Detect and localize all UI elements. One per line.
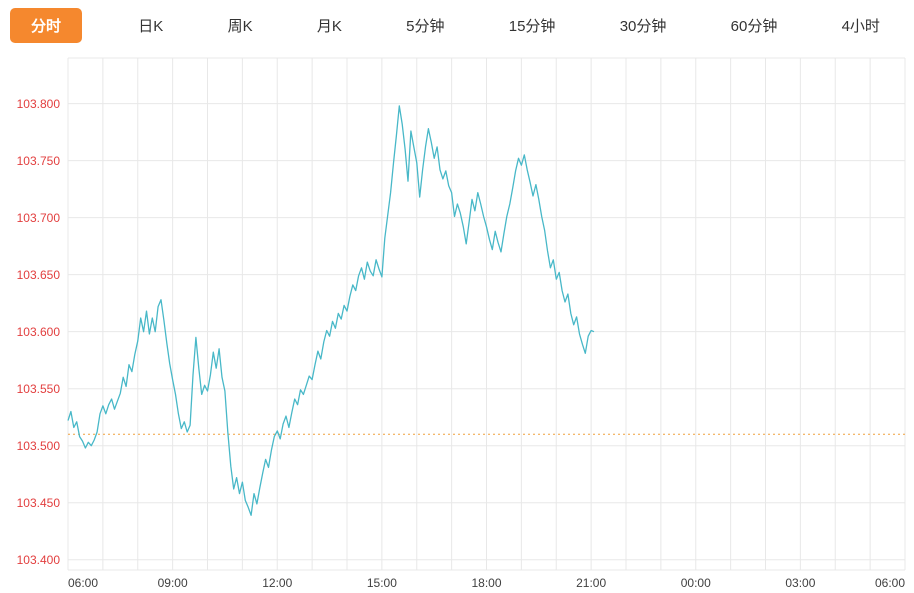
x-axis-label: 03:00 bbox=[785, 576, 816, 590]
x-axis-label: 06:00 bbox=[874, 576, 905, 590]
price-line bbox=[67, 105, 595, 516]
y-axis-label: 103.450 bbox=[16, 495, 60, 510]
x-axis-label: 15:00 bbox=[366, 576, 397, 590]
tab-4hour[interactable]: 4小时 bbox=[841, 17, 880, 35]
tab-minute[interactable]: 分时 bbox=[10, 7, 83, 43]
y-axis-label: 103.700 bbox=[16, 210, 60, 225]
tab-5min[interactable]: 5分钟 bbox=[406, 17, 445, 35]
tab-15min[interactable]: 15分钟 bbox=[508, 17, 556, 35]
tab-monthly-k[interactable]: 月K bbox=[316, 17, 342, 35]
y-axis-label: 103.600 bbox=[16, 324, 60, 339]
tab-bar: 分时 日K 周K 月K 5分钟 15分钟 30分钟 60分钟 4小时 bbox=[0, 0, 914, 50]
chart-plot[interactable] bbox=[0, 50, 914, 593]
x-axis-label: 18:00 bbox=[471, 576, 502, 590]
x-axis-label: 09:00 bbox=[157, 576, 188, 590]
y-axis-label: 103.650 bbox=[16, 267, 60, 282]
y-axis-label: 103.400 bbox=[16, 552, 60, 567]
chart-area: 103.400 103.450 103.500 103.550 103.600 103.6… bbox=[0, 50, 914, 593]
y-axis-label: 103.550 bbox=[16, 381, 60, 396]
y-axis-label: 103.800 bbox=[16, 96, 60, 111]
tab-daily-k[interactable]: 日K bbox=[138, 17, 164, 35]
x-axis-label: 12:00 bbox=[262, 576, 293, 590]
x-axis-label: 21:00 bbox=[576, 576, 607, 590]
tab-weekly-k[interactable]: 周K bbox=[227, 17, 253, 35]
tab-30min[interactable]: 30分钟 bbox=[619, 17, 667, 35]
y-axis-label: 103.500 bbox=[16, 438, 60, 453]
y-axis-label: 103.750 bbox=[16, 153, 60, 168]
x-axis-label: 06:00 bbox=[68, 576, 99, 590]
x-axis-label: 00:00 bbox=[680, 576, 711, 590]
tab-60min[interactable]: 60分钟 bbox=[730, 17, 778, 35]
